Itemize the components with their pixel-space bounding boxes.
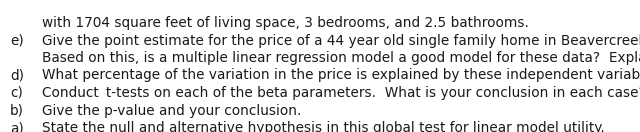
Text: d): d) — [10, 69, 24, 82]
Text: e): e) — [10, 34, 24, 48]
Text: b): b) — [10, 103, 24, 117]
Text: with 1704 square feet of living space, 3 bedrooms, and 2.5 bathrooms.: with 1704 square feet of living space, 3… — [42, 16, 529, 30]
Text: Based on this, is a multiple linear regression model a good model for these data: Based on this, is a multiple linear regr… — [42, 51, 640, 65]
Text: State the null and alternative hypothesis in this global test for linear model u: State the null and alternative hypothesi… — [42, 121, 605, 132]
Text: Conduct  t-tests on each of the beta parameters.  What is your conclusion in eac: Conduct t-tests on each of the beta para… — [42, 86, 640, 100]
Text: What percentage of the variation in the price is explained by these independent : What percentage of the variation in the … — [42, 69, 640, 82]
Text: Give the point estimate for the price of a 44 year old single family home in Bea: Give the point estimate for the price of… — [42, 34, 640, 48]
Text: a): a) — [10, 121, 24, 132]
Text: c): c) — [10, 86, 23, 100]
Text: Give the p-value and your conclusion.: Give the p-value and your conclusion. — [42, 103, 301, 117]
